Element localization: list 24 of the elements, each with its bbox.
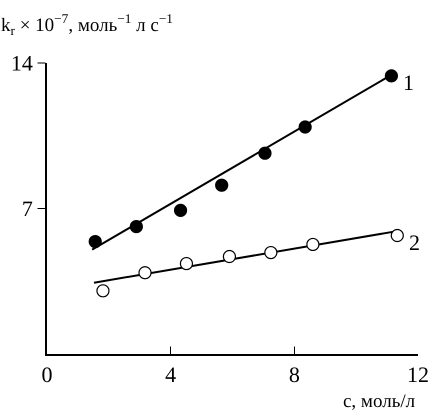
point [174,204,188,217]
point [96,284,110,298]
point [180,256,194,270]
point [222,250,236,264]
point [390,228,404,242]
x-tick-label: 4 [165,362,176,388]
point [88,234,102,248]
x-tick-label: 0 [42,362,52,388]
x-tick-label: 12 [407,362,429,388]
y-axis-title: k$_{r}$ × 10$^{−7}$, моль$^{−1}$ л с$^{−1}$ [1,11,173,38]
series-label: 1 [403,70,414,95]
point [264,246,278,260]
point [384,69,398,82]
point [258,146,272,160]
y-tick-label: 7 [22,196,33,222]
series-label: 2 [409,230,420,255]
point [306,238,320,252]
point [298,120,312,134]
point [215,178,228,192]
point [138,266,152,280]
y-tick-label: 14 [10,50,33,76]
point [130,220,143,234]
x-tick-label: 8 [288,362,300,388]
x-axis-title: c, моль/л [343,391,416,412]
